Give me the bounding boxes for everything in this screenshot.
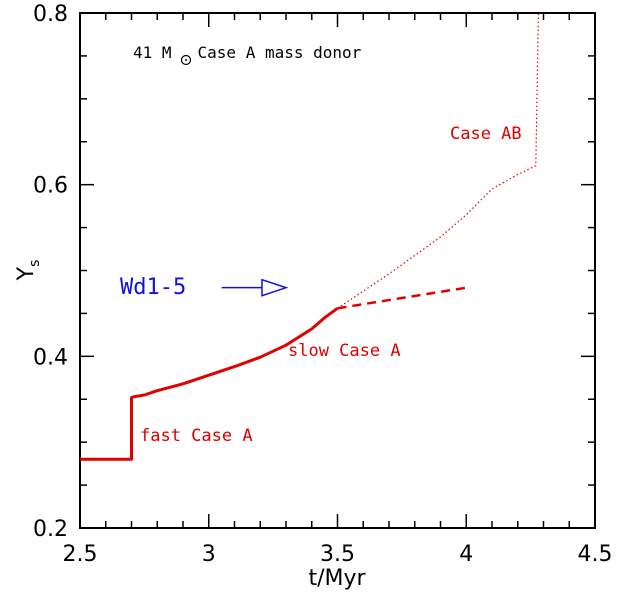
y-axis-title-sub: s <box>27 260 43 267</box>
sun-symbol-icon <box>180 54 192 66</box>
y-tick-label: 0.4 <box>33 345 68 370</box>
annotation-fast-case-a: fast Case A <box>140 426 253 446</box>
y-axis-title: Ys <box>14 260 43 282</box>
arrow-head <box>261 278 289 297</box>
annotation-wd1-5: Wd1-5 <box>120 275 186 300</box>
x-tick-label: 4 <box>459 542 473 567</box>
svg-text:Ys: Ys <box>14 260 43 282</box>
annotation-title-prefix: 41 M <box>133 43 172 62</box>
axis-ticks <box>79 12 596 529</box>
series-line-solid <box>80 307 339 461</box>
plot-frame <box>79 12 596 529</box>
x-tick-label: 3 <box>202 542 216 567</box>
x-tick-label: 3.5 <box>320 542 355 567</box>
series-layer <box>80 12 539 461</box>
y-tick-label: 0.8 <box>33 2 68 27</box>
y-axis-title-main: Y <box>14 266 39 281</box>
x-tick-label: 2.5 <box>63 542 98 567</box>
x-tick-label: 4.5 <box>578 542 613 567</box>
tick-labels: 2.5 3 3.5 4 4.5 0.2 0.4 0.6 0.8 <box>33 2 613 567</box>
series-line-dashed <box>337 286 467 310</box>
series-line-dotted <box>337 12 539 309</box>
annotation-slow-case-a: slow Case A <box>288 341 401 361</box>
annotation-case-ab: Case AB <box>450 124 522 144</box>
y-tick-label: 0.2 <box>33 517 68 542</box>
annotation-title-suffix: Case A mass donor <box>198 43 362 62</box>
y-tick-label: 0.6 <box>33 174 68 199</box>
x-axis-title: t/Myr <box>308 566 366 591</box>
arrow-layer <box>221 278 289 297</box>
annotation-title: 41 M Case A mass donor <box>133 43 362 62</box>
